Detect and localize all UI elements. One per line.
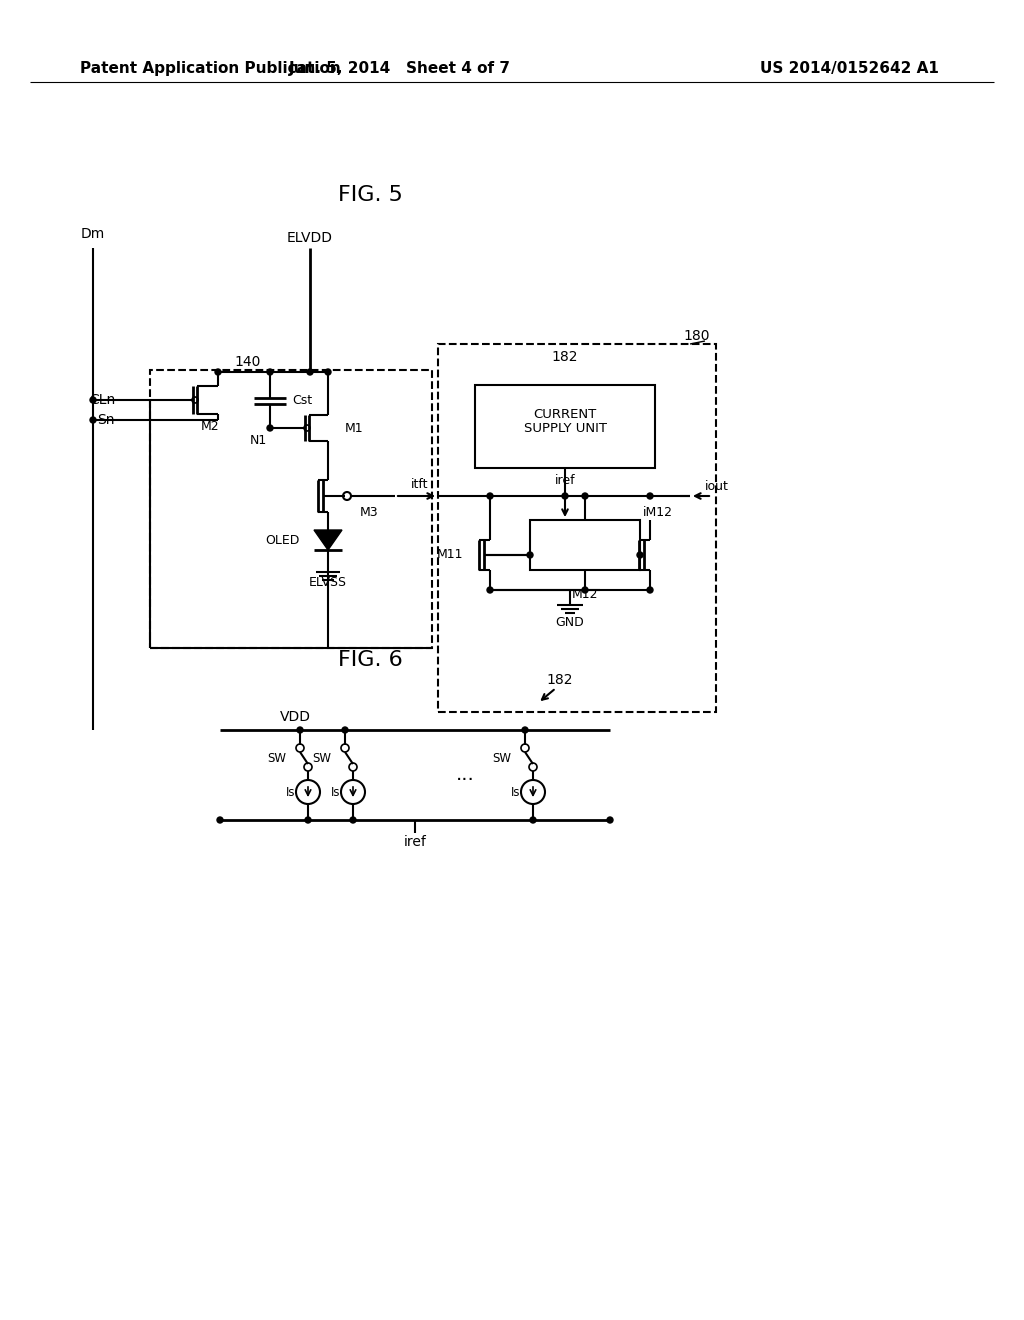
Bar bbox=[475, 385, 655, 469]
Text: SW: SW bbox=[267, 751, 286, 764]
Circle shape bbox=[637, 552, 643, 558]
Text: Is: Is bbox=[286, 785, 295, 799]
Text: ELVSS: ELVSS bbox=[309, 576, 347, 589]
Text: ELVDD: ELVDD bbox=[287, 231, 333, 246]
Text: FIG. 6: FIG. 6 bbox=[338, 649, 402, 671]
Circle shape bbox=[530, 817, 536, 822]
Text: N1: N1 bbox=[250, 433, 266, 446]
Circle shape bbox=[647, 492, 653, 499]
Text: M11: M11 bbox=[436, 549, 463, 561]
Text: ...: ... bbox=[456, 766, 474, 784]
Circle shape bbox=[217, 817, 223, 822]
Text: Patent Application Publication: Patent Application Publication bbox=[80, 61, 341, 75]
Text: M2: M2 bbox=[201, 421, 219, 433]
Text: itft: itft bbox=[412, 479, 429, 491]
Text: SW: SW bbox=[492, 751, 511, 764]
Text: SUPPLY UNIT: SUPPLY UNIT bbox=[523, 422, 606, 436]
Text: M12: M12 bbox=[571, 589, 598, 602]
Bar bbox=[438, 345, 716, 711]
Text: OLED: OLED bbox=[265, 533, 300, 546]
Circle shape bbox=[307, 370, 313, 375]
Circle shape bbox=[297, 727, 303, 733]
Circle shape bbox=[305, 817, 311, 822]
Text: Dm: Dm bbox=[81, 227, 105, 242]
Text: M1: M1 bbox=[345, 421, 364, 434]
Text: Sn: Sn bbox=[97, 413, 115, 426]
Circle shape bbox=[522, 727, 528, 733]
Text: GND: GND bbox=[556, 616, 585, 630]
Circle shape bbox=[607, 817, 613, 822]
Circle shape bbox=[215, 370, 221, 375]
Circle shape bbox=[350, 817, 356, 822]
Circle shape bbox=[487, 587, 493, 593]
Text: Is: Is bbox=[511, 785, 520, 799]
Circle shape bbox=[487, 492, 493, 499]
Circle shape bbox=[90, 397, 96, 403]
Text: CURRENT: CURRENT bbox=[534, 408, 597, 421]
Text: VDD: VDD bbox=[280, 710, 310, 723]
Circle shape bbox=[647, 587, 653, 593]
Circle shape bbox=[342, 727, 348, 733]
Text: iref: iref bbox=[555, 474, 575, 487]
Text: US 2014/0152642 A1: US 2014/0152642 A1 bbox=[760, 61, 939, 75]
Circle shape bbox=[562, 492, 568, 499]
Text: iM12: iM12 bbox=[643, 507, 673, 520]
Text: CLn: CLn bbox=[89, 393, 115, 407]
Text: 140: 140 bbox=[234, 355, 261, 370]
Circle shape bbox=[90, 417, 96, 422]
Circle shape bbox=[582, 587, 588, 593]
Text: FIG. 5: FIG. 5 bbox=[338, 185, 402, 205]
Text: 182: 182 bbox=[547, 673, 573, 686]
Circle shape bbox=[325, 370, 331, 375]
Text: M3: M3 bbox=[360, 506, 379, 519]
Bar bbox=[530, 520, 640, 570]
Bar bbox=[150, 370, 432, 648]
Circle shape bbox=[267, 370, 273, 375]
Polygon shape bbox=[314, 531, 342, 550]
Circle shape bbox=[267, 425, 273, 432]
Text: iout: iout bbox=[705, 479, 729, 492]
Text: Cst: Cst bbox=[292, 395, 312, 408]
Text: 180: 180 bbox=[683, 329, 710, 343]
Text: Is: Is bbox=[331, 785, 340, 799]
Circle shape bbox=[527, 552, 534, 558]
Circle shape bbox=[582, 492, 588, 499]
Text: Jun. 5, 2014   Sheet 4 of 7: Jun. 5, 2014 Sheet 4 of 7 bbox=[289, 61, 511, 75]
Text: iref: iref bbox=[403, 836, 426, 849]
Text: 182: 182 bbox=[552, 350, 579, 364]
Text: SW: SW bbox=[312, 751, 331, 764]
